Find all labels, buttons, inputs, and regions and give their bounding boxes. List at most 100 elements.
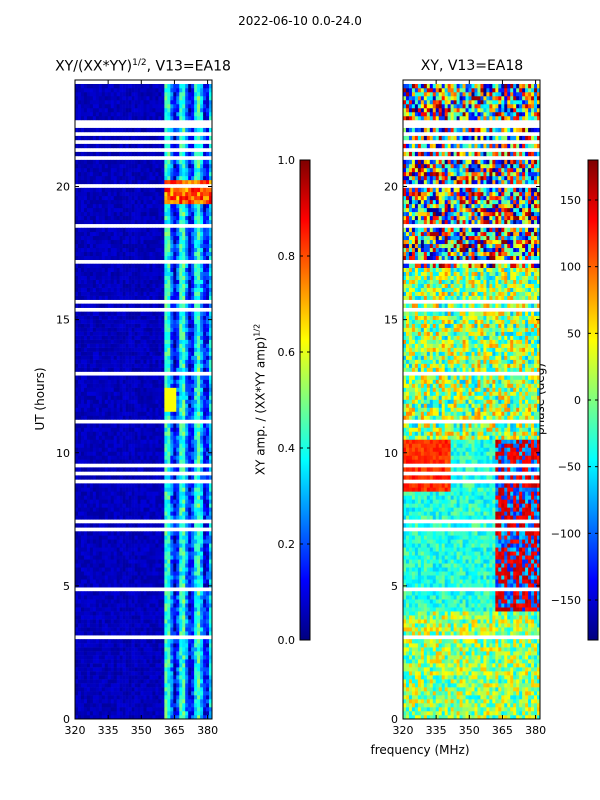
amplitude-cell — [206, 375, 210, 380]
amplitude-cell — [107, 491, 112, 496]
amplitude-cell — [86, 287, 91, 292]
amplitude-cell — [107, 275, 112, 280]
amplitude-cell — [164, 323, 168, 328]
amplitude-cell — [98, 415, 103, 420]
amplitude-cell — [170, 551, 174, 556]
amplitude-cell — [86, 391, 91, 396]
amplitude-cell — [75, 331, 79, 336]
amplitude-cell — [176, 387, 180, 392]
amplitude-cell — [140, 539, 144, 544]
amplitude-cell — [89, 399, 94, 404]
amplitude-cell — [95, 359, 100, 364]
amplitude-cell — [185, 411, 189, 416]
amplitude-cell — [134, 543, 138, 548]
amplitude-cell — [98, 615, 103, 620]
amplitude-cell — [200, 627, 204, 632]
amplitude-cell — [104, 699, 109, 704]
amplitude-cell — [89, 443, 94, 448]
amplitude-cell — [116, 295, 120, 300]
amplitude-cell — [173, 251, 177, 257]
amplitude-cell — [134, 415, 138, 420]
amplitude-cell — [125, 239, 129, 245]
amplitude-cell — [176, 571, 180, 576]
amplitude-cell — [116, 603, 120, 608]
amplitude-cell — [167, 703, 171, 708]
amplitude-cell — [164, 355, 168, 360]
amplitude-cell — [104, 567, 109, 572]
amplitude-cell — [143, 507, 147, 512]
amplitude-cell — [170, 543, 174, 548]
amplitude-cell — [83, 579, 88, 584]
amplitude-cell — [146, 451, 150, 456]
amplitude-cell — [134, 459, 138, 464]
amplitude-cell — [95, 415, 100, 420]
amplitude-cell — [152, 643, 156, 648]
amplitude-cell — [80, 603, 85, 608]
amplitude-cell — [83, 567, 88, 572]
amplitude-cell — [185, 283, 189, 288]
amplitude-cell — [83, 539, 88, 544]
amplitude-cell — [170, 631, 174, 636]
amplitude-cell — [200, 583, 204, 588]
amplitude-cell — [77, 667, 82, 672]
amplitude-cell — [77, 639, 82, 644]
amplitude-cell — [167, 347, 171, 352]
amplitude-cell — [176, 659, 180, 664]
amplitude-cell — [152, 571, 156, 576]
amplitude-cell — [80, 651, 85, 656]
amplitude-cell — [179, 387, 183, 392]
amplitude-cell — [116, 243, 120, 249]
amplitude-cell — [86, 643, 91, 648]
amplitude-cell — [86, 495, 91, 500]
amplitude-cell — [131, 555, 135, 560]
amplitude-cell — [170, 323, 174, 328]
amplitude-cell — [203, 607, 207, 612]
amplitude-cell — [197, 595, 201, 600]
amplitude-cell — [188, 275, 192, 280]
amplitude-cell — [101, 583, 106, 588]
amplitude-cell — [167, 467, 171, 472]
amplitude-cell — [128, 295, 132, 300]
amplitude-cell — [197, 399, 201, 404]
amplitude-cell — [125, 611, 129, 616]
amplitude-cell — [200, 451, 204, 456]
amplitude-cell — [158, 403, 162, 408]
amplitude-cell — [116, 671, 120, 676]
amplitude-cell — [134, 651, 138, 656]
amplitude-cell — [200, 287, 204, 292]
amplitude-cell — [125, 271, 129, 276]
amplitude-cell — [131, 647, 135, 652]
amplitude-cell — [86, 415, 91, 420]
amplitude-cell — [143, 567, 147, 572]
amplitude-cell — [92, 659, 97, 664]
amplitude-cell — [80, 343, 85, 348]
amplitude-cell — [188, 323, 192, 328]
amplitude-cell — [188, 403, 192, 408]
amplitude-cell — [116, 375, 120, 380]
amplitude-cell — [194, 543, 198, 548]
amplitude-cell — [122, 511, 126, 516]
amplitude-cell — [86, 323, 91, 328]
amplitude-cell — [152, 575, 156, 580]
amplitude-cell — [197, 279, 201, 284]
amplitude-cell — [206, 491, 210, 496]
amplitude-cell — [89, 691, 94, 696]
amplitude-cell — [182, 491, 186, 496]
amplitude-cell — [182, 647, 186, 652]
amplitude-cell — [188, 327, 192, 332]
amplitude-cell — [110, 663, 115, 668]
amplitude-cell — [86, 535, 91, 540]
amplitude-cell — [164, 391, 168, 396]
amplitude-cell — [167, 495, 171, 500]
amplitude-cell — [92, 455, 97, 460]
amplitude-cell — [125, 551, 129, 556]
amplitude-cell — [146, 539, 150, 544]
amplitude-cell — [77, 319, 82, 324]
amplitude-cell — [119, 491, 123, 496]
amplitude-cell — [75, 467, 79, 472]
amplitude-cell — [116, 695, 120, 700]
amplitude-cell — [194, 451, 198, 456]
amplitude-cell — [197, 391, 201, 396]
amplitude-cell — [209, 615, 213, 620]
amplitude-cell — [89, 327, 94, 332]
